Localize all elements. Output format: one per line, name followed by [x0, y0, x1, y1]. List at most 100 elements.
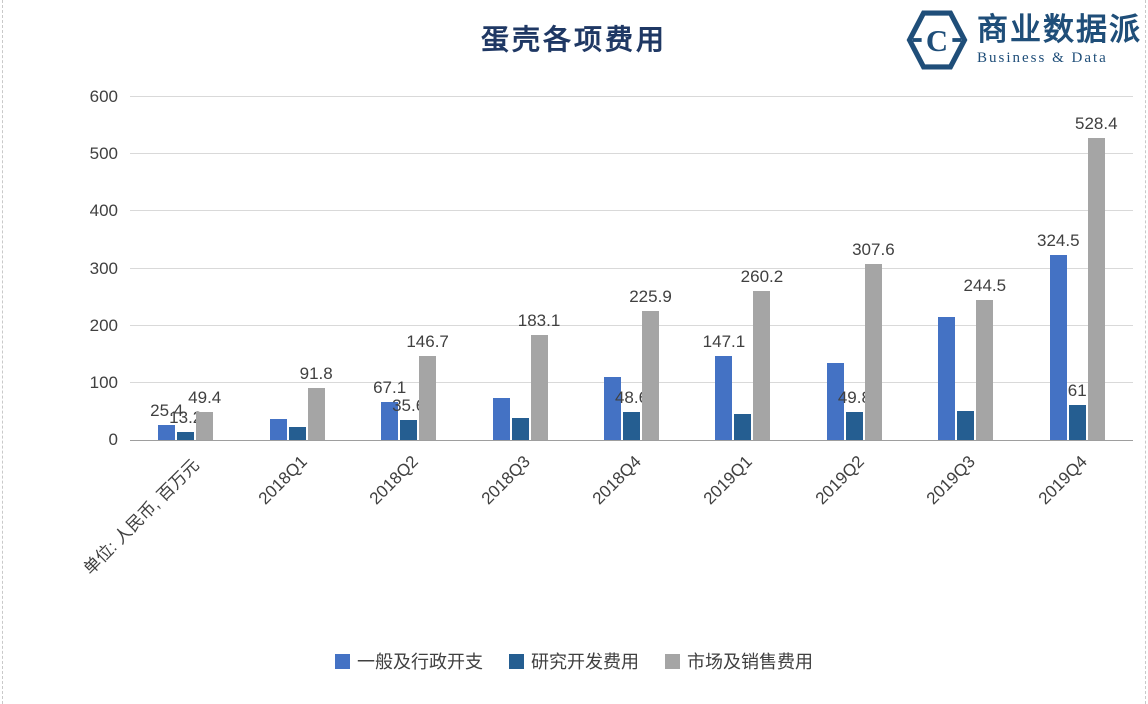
legend-swatch [665, 653, 680, 669]
bar-value-label: 307.6 [852, 240, 895, 260]
y-axis-tick-label: 0 [108, 430, 118, 449]
chart-title: 蛋壳各项费用 [480, 24, 667, 55]
y-axis-tick-label: 300 [89, 258, 118, 278]
bar [734, 414, 752, 440]
bar-column: 13.2 [169, 97, 202, 440]
legend-swatch [335, 653, 350, 669]
bar [492, 398, 510, 440]
gridline [130, 381, 1133, 383]
bar-column [511, 97, 529, 440]
bar-value-label: 67.1 [373, 377, 407, 397]
bar-group: 183.1 [492, 97, 560, 440]
bar-column: 324.5 [1037, 97, 1080, 440]
bar [604, 377, 621, 440]
bar-value-label: 49.4 [188, 387, 222, 407]
gridline [130, 267, 1133, 269]
bar [938, 317, 956, 440]
legend: 一般及行政开支 研究开发费用 市场及销售费用 [0, 648, 1148, 674]
bar [419, 356, 437, 440]
logo-name-cn: 商业数据派 [977, 12, 1142, 48]
bar-group: 25.4 13.2 49.4 [150, 97, 221, 440]
bar-group: 48.6 225.9 [604, 97, 672, 440]
bar [715, 355, 733, 440]
bar [288, 427, 306, 440]
logo-letter: C [926, 24, 948, 58]
legend-label: 研究开发费用 [531, 652, 639, 672]
bar-column [604, 97, 621, 440]
bar [1068, 405, 1086, 440]
bar [642, 310, 659, 440]
bar [530, 335, 548, 440]
y-axis-tick-label: 400 [89, 201, 118, 221]
bar-value-label: 260.2 [740, 267, 784, 287]
bar-group: 324.5 61 528.4 [1037, 97, 1118, 440]
bar-column: 25.4 [150, 97, 183, 440]
x-axis-label: 2018Q4 [588, 452, 645, 509]
legend-item: 市场及销售费用 [665, 648, 813, 674]
bar [845, 411, 863, 440]
bar-column [826, 97, 844, 440]
bar-column [957, 97, 975, 440]
bar [269, 419, 287, 440]
bar-value-label: 48.6 [614, 388, 649, 408]
bar [511, 418, 529, 440]
logo-text: 商业数据派 Business & Data [977, 13, 1142, 67]
bar-column: 260.2 [741, 97, 783, 440]
legend-label: 一般及行政开支 [357, 652, 483, 672]
bar-column: 61 [1067, 97, 1087, 440]
left-dashed-boundary [2, 0, 3, 704]
bar-column: 147.1 [703, 97, 745, 440]
bar [976, 300, 994, 440]
y-axis-tick-label: 600 [89, 87, 118, 106]
bar-column: 528.4 [1075, 97, 1118, 440]
x-axis-label: 2018Q2 [365, 452, 423, 509]
bar [1049, 254, 1067, 440]
bar-column: 49.8 [838, 97, 871, 440]
bar-value-label: 244.5 [963, 276, 1007, 296]
hexagon-logo-icon: C [906, 10, 968, 70]
bar [957, 411, 975, 440]
bar-column [938, 97, 956, 440]
bar [400, 419, 418, 440]
bar-value-label: 49.8 [837, 387, 871, 407]
bar [864, 264, 882, 440]
right-dashed-boundary [1145, 0, 1146, 704]
legend-item: 研究开发费用 [509, 648, 639, 674]
bar [826, 362, 844, 440]
bar-column: 307.6 [852, 97, 895, 440]
legend-item: 一般及行政开支 [335, 648, 483, 674]
bar-group: 244.5 [938, 97, 1006, 440]
bar-column [734, 97, 752, 440]
bar [307, 387, 325, 440]
bar-group: 91.8 [269, 97, 333, 440]
bar [158, 425, 176, 440]
gridline [130, 96, 1133, 97]
bar-value-label: 35.6 [392, 395, 426, 415]
bar-column: 35.6 [392, 97, 425, 440]
bar [381, 401, 399, 440]
bar-value-label: 61 [1067, 381, 1087, 401]
bar-column: 183.1 [518, 97, 560, 440]
y-axis-tick-label: 100 [89, 372, 118, 392]
bar-column [269, 97, 287, 440]
bar [196, 411, 214, 440]
bar-value-label: 324.5 [1036, 230, 1080, 250]
bar-column: 48.6 [615, 97, 648, 440]
bar-column: 91.8 [300, 97, 333, 440]
x-axis-label: 2019Q3 [923, 452, 980, 509]
bar-column: 146.7 [406, 97, 449, 440]
x-axis-label: 2019Q1 [700, 452, 757, 509]
bar-column: 244.5 [964, 97, 1006, 440]
bar [623, 412, 640, 440]
bar-column: 49.4 [188, 97, 221, 440]
gridline [130, 153, 1133, 155]
bar-group: 67.1 35.6 146.7 [373, 97, 449, 440]
x-axis-label: 2019Q4 [1034, 452, 1091, 509]
y-axis-tick-label: 500 [89, 144, 118, 164]
bar-value-label: 91.8 [299, 363, 333, 383]
bar-column [288, 97, 306, 440]
bar-value-label: 146.7 [406, 332, 449, 352]
y-axis-tick-label: 200 [89, 315, 118, 335]
brand-logo: C 商业数据派 Business & Data [905, 8, 1142, 72]
logo-name-en: Business & Data [977, 50, 1108, 67]
